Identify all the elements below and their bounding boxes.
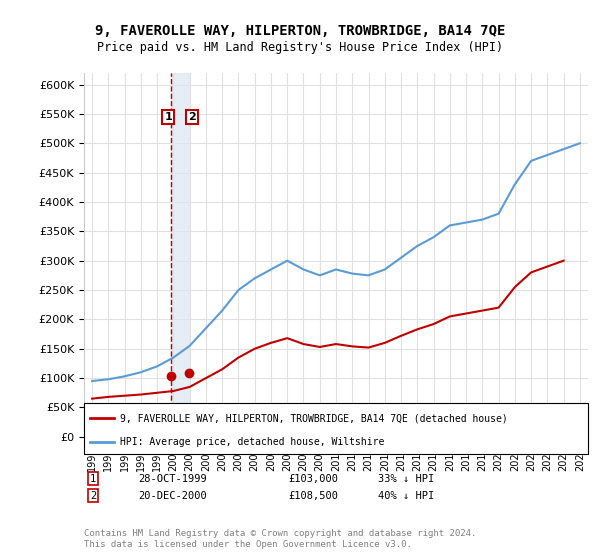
Text: 40% ↓ HPI: 40% ↓ HPI xyxy=(378,491,434,501)
Text: 2: 2 xyxy=(90,491,96,501)
Text: £108,500: £108,500 xyxy=(288,491,338,501)
Text: £103,000: £103,000 xyxy=(288,474,338,484)
Text: 1: 1 xyxy=(90,474,96,484)
Text: 9, FAVEROLLE WAY, HILPERTON, TROWBRIDGE, BA14 7QE (detached house): 9, FAVEROLLE WAY, HILPERTON, TROWBRIDGE,… xyxy=(120,413,508,423)
Text: HPI: Average price, detached house, Wiltshire: HPI: Average price, detached house, Wilt… xyxy=(120,437,385,447)
Bar xyxy=(170,73,189,437)
Text: 33% ↓ HPI: 33% ↓ HPI xyxy=(378,474,434,484)
Text: 9, FAVEROLLE WAY, HILPERTON, TROWBRIDGE, BA14 7QE: 9, FAVEROLLE WAY, HILPERTON, TROWBRIDGE,… xyxy=(95,24,505,38)
Text: 20-DEC-2000: 20-DEC-2000 xyxy=(138,491,207,501)
Text: 2: 2 xyxy=(188,112,196,122)
Text: 1: 1 xyxy=(164,112,172,122)
Text: Price paid vs. HM Land Registry's House Price Index (HPI): Price paid vs. HM Land Registry's House … xyxy=(97,41,503,54)
Text: 28-OCT-1999: 28-OCT-1999 xyxy=(138,474,207,484)
Text: Contains HM Land Registry data © Crown copyright and database right 2024.
This d: Contains HM Land Registry data © Crown c… xyxy=(84,529,476,549)
